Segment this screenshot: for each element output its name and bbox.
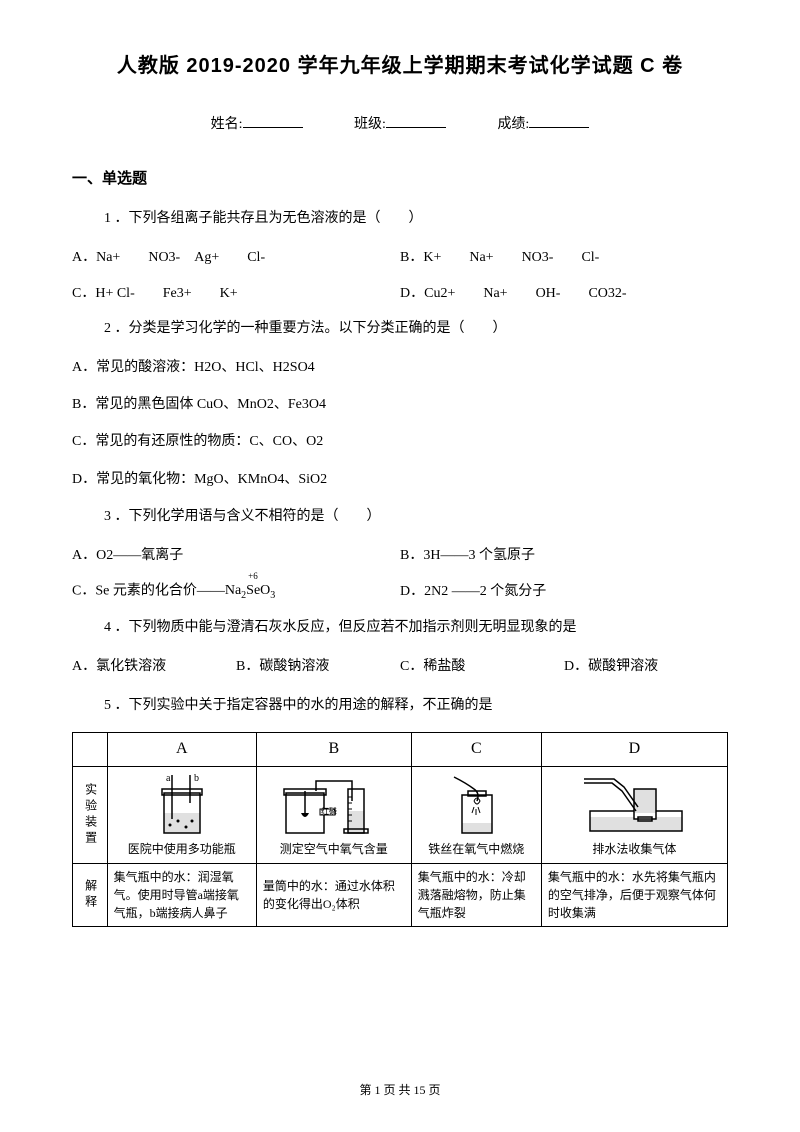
q1-opt-a: A．Na+ NO3- Ag+ Cl- — [72, 245, 400, 270]
q2-opt-d: D．常见的氧化物：MgO、KMnO4、SiO2 — [72, 467, 728, 492]
q5-stem: 5 ．下列实验中关于指定容器中的水的用途的解释，不正确的是 — [72, 693, 728, 718]
score-blank — [529, 127, 589, 128]
table-diagram-row: 实验装置 a b 医院中使用多功能瓶 红磷 — [73, 767, 728, 864]
explain-d: 集气瓶中的水：水先将集气瓶内的空气排净，后便于观察气体何时收集满 — [541, 863, 727, 926]
q1-opt-c: C．H+ Cl- Fe3+ K+ — [72, 281, 400, 306]
diagram-c: 铁丝在氧气中燃烧 — [411, 767, 541, 864]
table-header-row: A B C D — [73, 733, 728, 767]
caption-d: 排水法收集气体 — [548, 839, 721, 861]
q1-stem: 1 ．下列各组离子能共存且为无色溶液的是（ ） — [72, 206, 728, 231]
q2-opt-c: C．常见的有还原性的物质：C、CO、O2 — [72, 429, 728, 454]
apparatus-d-icon — [574, 771, 694, 837]
class-blank — [386, 127, 446, 128]
student-info-line: 姓名: 班级: 成绩: — [72, 112, 728, 137]
caption-a: 医院中使用多功能瓶 — [114, 839, 250, 861]
q4-opts: A．氯化铁溶液 B．碳酸钠溶液 C．稀盐酸 D．碳酸钾溶液 — [72, 654, 728, 679]
q1-opts-row1: A．Na+ NO3- Ag+ Cl- B．K+ Na+ NO3- Cl- — [72, 245, 728, 270]
name-label: 姓名: — [211, 117, 243, 132]
q2-opt-a: A．常见的酸溶液：H2O、HCl、H2SO4 — [72, 355, 728, 380]
q4-opt-b: B．碳酸钠溶液 — [236, 654, 400, 679]
q3-opt-a: A．O2——氧离子 — [72, 543, 400, 568]
apparatus-b-icon: 红磷 — [274, 771, 394, 837]
q3-opt-c: C．Se 元素的化合价——Na2SeO3 — [72, 578, 400, 605]
label-b: b — [194, 773, 199, 784]
row-label-apparatus: 实验装置 — [73, 767, 108, 864]
score-label: 成绩: — [497, 117, 529, 132]
q3-opts-row2: C．Se 元素的化合价——Na2SeO3 D．2N2 ——2 个氮分子 — [72, 578, 728, 605]
q3-c-prefix: C．Se 元素的化合价—— — [72, 584, 225, 599]
experiment-table: A B C D 实验装置 a b 医院中使用多功能瓶 — [72, 732, 728, 926]
q3-opt-b: B．3H——3 个氢原子 — [400, 543, 728, 568]
apparatus-c-icon — [436, 771, 516, 837]
label-a: a — [166, 773, 171, 784]
table-header-d: D — [541, 733, 727, 767]
q2-opt-b: B．常见的黑色固体 CuO、MnO2、Fe3O4 — [72, 392, 728, 417]
table-header-c: C — [411, 733, 541, 767]
q3-opt-d: D．2N2 ——2 个氮分子 — [400, 579, 728, 604]
diagram-d: 排水法收集气体 — [541, 767, 727, 864]
q4-opt-c: C．稀盐酸 — [400, 654, 564, 679]
explain-b: 量筒中的水：通过水体积的变化得出O₂体积 — [256, 863, 411, 926]
q1-opt-d: D．Cu2+ Na+ OH- CO32- — [400, 281, 728, 306]
exam-title: 人教版 2019-2020 学年九年级上学期期末考试化学试题 C 卷 — [72, 48, 728, 84]
explain-a: 集气瓶中的水：润湿氧气。使用时导管a端接氧气瓶，b端接病人鼻子 — [107, 863, 256, 926]
caption-b: 测定空气中氧气含量 — [263, 839, 405, 861]
table-header-a: A — [107, 733, 256, 767]
q1-opt-b: B．K+ Na+ NO3- Cl- — [400, 245, 728, 270]
page-footer: 第 1 页 共 15 页 — [0, 1080, 800, 1102]
diagram-b: 红磷 测定空气中氧气含量 — [256, 767, 411, 864]
formula-na2seo3: Na2SeO3 — [225, 578, 275, 605]
explain-c: 集气瓶中的水：冷却溅落融熔物，防止集气瓶炸裂 — [411, 863, 541, 926]
apparatus-a-icon: a b — [142, 771, 222, 837]
row-label-explain: 解释 — [73, 863, 108, 926]
table-header-b: B — [256, 733, 411, 767]
q4-stem: 4 ．下列物质中能与澄清石灰水反应，但反应若不加指示剂则无明显现象的是 — [72, 615, 728, 640]
q4-opt-a: A．氯化铁溶液 — [72, 654, 236, 679]
section-heading: 一、单选题 — [72, 165, 728, 192]
diagram-a: a b 医院中使用多功能瓶 — [107, 767, 256, 864]
q1-opts-row2: C．H+ Cl- Fe3+ K+ D．Cu2+ Na+ OH- CO32- — [72, 281, 728, 306]
q3-stem: 3 ．下列化学用语与含义不相符的是（ ） — [72, 504, 728, 529]
table-explain-row: 解释 集气瓶中的水：润湿氧气。使用时导管a端接氧气瓶，b端接病人鼻子 量筒中的水… — [73, 863, 728, 926]
q2-stem: 2 ．分类是学习化学的一种重要方法。以下分类正确的是（ ） — [72, 316, 728, 341]
caption-c: 铁丝在氧气中燃烧 — [418, 839, 535, 861]
name-blank — [243, 127, 303, 128]
table-corner — [73, 733, 108, 767]
class-label: 班级: — [354, 117, 386, 132]
q3-opts-row1: A．O2——氧离子 B．3H——3 个氢原子 — [72, 543, 728, 568]
q4-opt-d: D．碳酸钾溶液 — [564, 654, 728, 679]
label-red-p: 红磷 — [321, 806, 337, 816]
